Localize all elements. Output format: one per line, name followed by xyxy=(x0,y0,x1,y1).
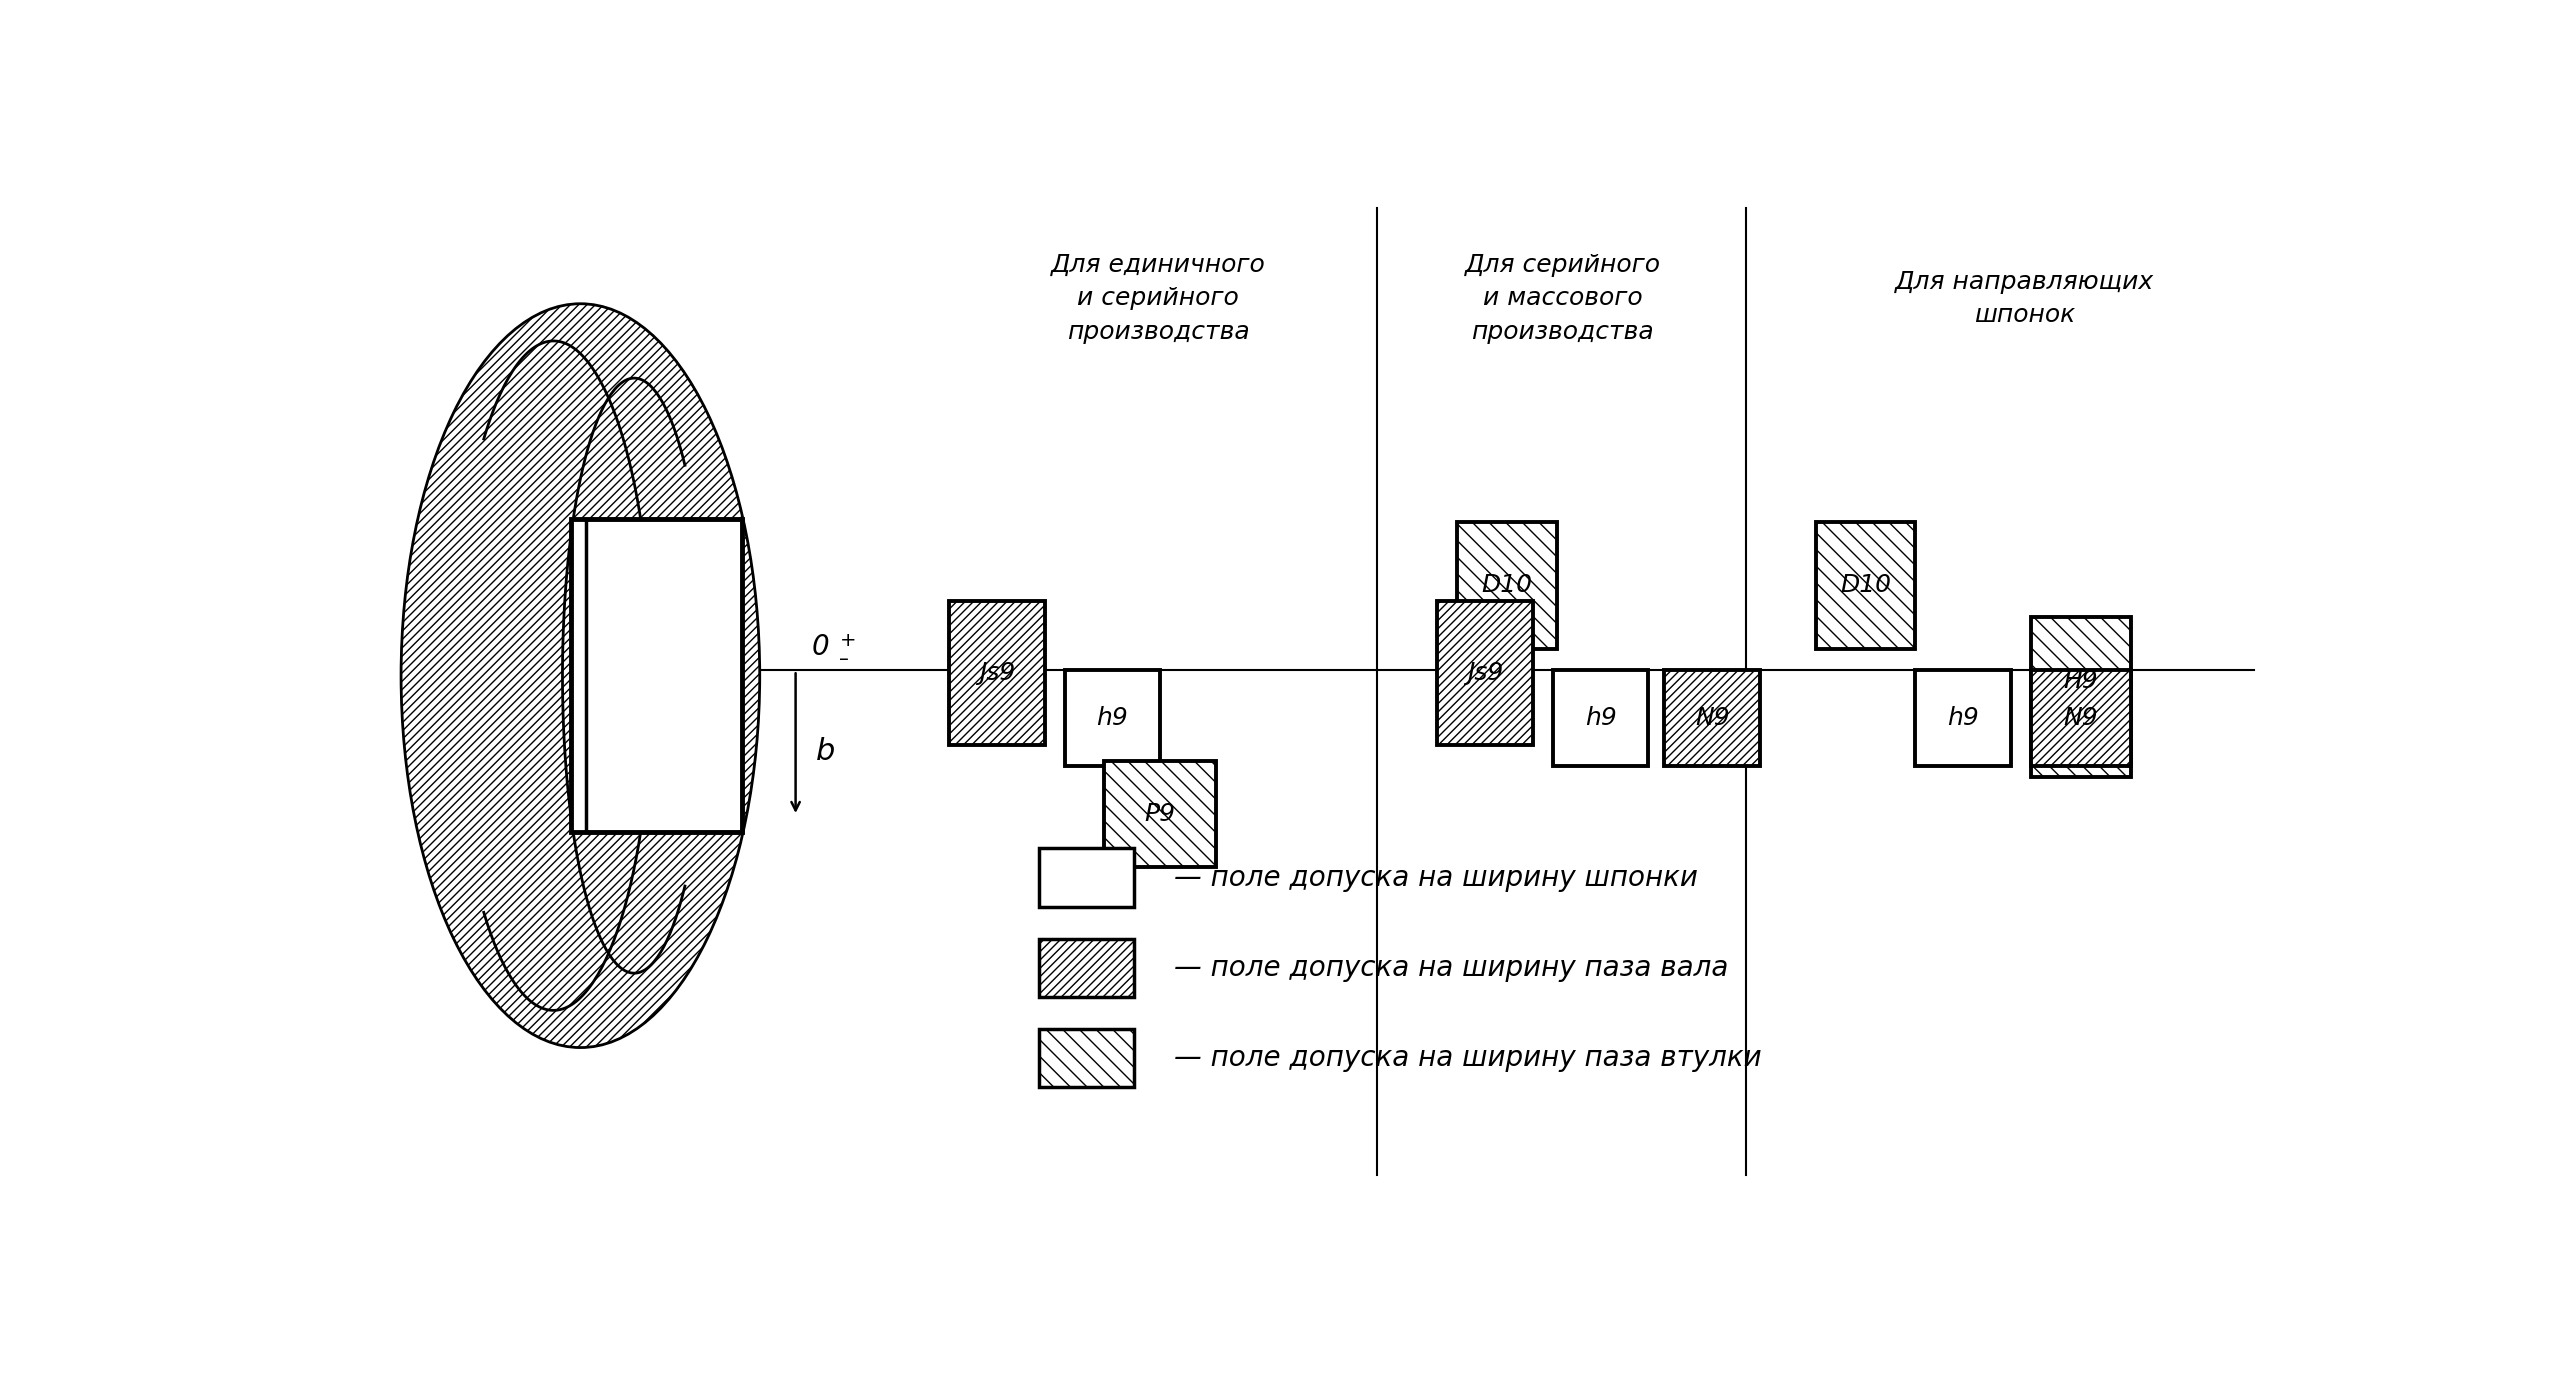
Text: Для единичного
и серийного
производства: Для единичного и серийного производства xyxy=(1052,253,1265,344)
Bar xyxy=(571,519,743,832)
Bar xyxy=(1437,602,1532,745)
Bar xyxy=(1663,671,1761,766)
Text: P9: P9 xyxy=(1144,802,1175,825)
Text: h9: h9 xyxy=(1098,707,1129,730)
Text: b: b xyxy=(815,737,836,766)
Bar xyxy=(571,519,743,832)
Text: h9: h9 xyxy=(1584,707,1617,730)
Text: D10: D10 xyxy=(1841,573,1892,598)
Text: +: + xyxy=(838,631,856,650)
Bar xyxy=(1458,522,1555,649)
Text: — поле допуска на ширину паза втулки: — поле допуска на ширину паза втулки xyxy=(1175,1045,1761,1072)
Text: 0: 0 xyxy=(812,633,830,661)
Text: N9: N9 xyxy=(1694,707,1730,730)
Text: Js9: Js9 xyxy=(980,661,1016,686)
Text: Js9: Js9 xyxy=(1468,661,1504,686)
Text: Для направляющих
шпонок: Для направляющих шпонок xyxy=(1895,269,2154,327)
Bar xyxy=(1815,522,1915,649)
Text: D10: D10 xyxy=(1481,573,1532,598)
Bar xyxy=(586,519,743,832)
Bar xyxy=(949,602,1044,745)
Bar xyxy=(2031,617,2131,777)
Text: Для серийного
и массового
производства: Для серийного и массового производства xyxy=(1465,253,1661,344)
Bar xyxy=(2031,671,2131,766)
Text: H9: H9 xyxy=(2065,669,2098,693)
Text: –: – xyxy=(838,650,848,669)
Text: — поле допуска на ширину шпонки: — поле допуска на ширину шпонки xyxy=(1175,864,1697,891)
Bar xyxy=(1039,1029,1134,1087)
Text: h9: h9 xyxy=(1946,707,1980,730)
Ellipse shape xyxy=(401,304,761,1047)
Bar xyxy=(1039,938,1134,998)
Bar xyxy=(1039,849,1134,907)
Text: N9: N9 xyxy=(2065,707,2098,730)
Bar xyxy=(1553,671,1648,766)
Bar xyxy=(1106,760,1216,867)
Bar xyxy=(1915,671,2011,766)
Bar xyxy=(1064,671,1160,766)
Text: — поле допуска на ширину паза вала: — поле допуска на ширину паза вала xyxy=(1175,954,1728,981)
